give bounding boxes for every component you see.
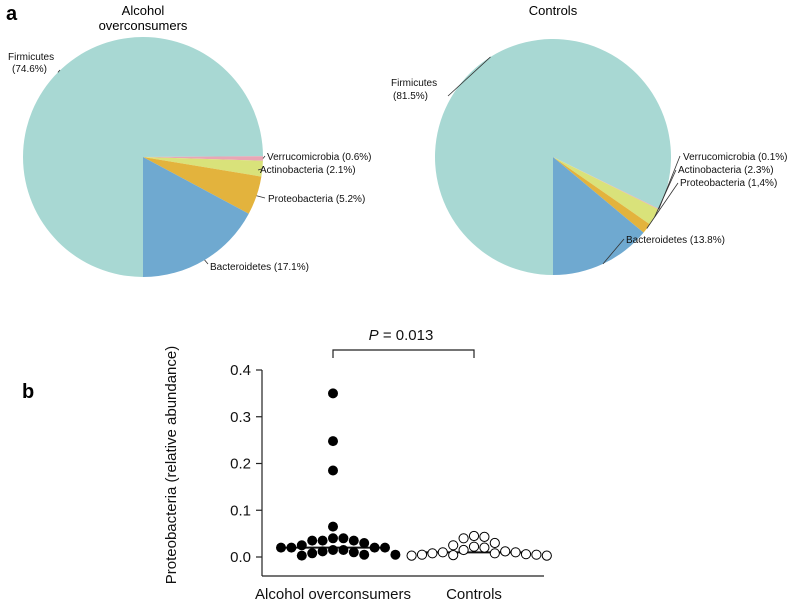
data-point-controls [458, 544, 469, 556]
data-point-alcohol-overconsumers [328, 465, 338, 476]
data-point-alcohol-overconsumers [359, 549, 370, 560]
data-point-controls [541, 550, 552, 561]
data-point-controls [489, 537, 500, 549]
data-point-alcohol-overconsumers [317, 546, 328, 557]
data-point-alcohol-overconsumers [369, 542, 380, 553]
data-point-controls [416, 549, 428, 560]
leader-line-firmicutes [57, 69, 61, 73]
y-tick-label: 0.2 [230, 456, 251, 473]
data-point-controls [458, 533, 469, 544]
pie-slice-proteobacteria [553, 157, 650, 233]
data-point-alcohol-overconsumers [348, 547, 359, 558]
data-point-alcohol-overconsumers [276, 542, 286, 553]
slice-label-actinobacteria: Actinobacteria (2.1%) [260, 165, 356, 176]
slice-label-firmicutes: Firmicutes [8, 52, 54, 63]
x-tick-label-controls: Controls [446, 586, 502, 603]
leader-line-proteobacteria [646, 182, 679, 229]
y-tick-label: 0.1 [230, 502, 251, 519]
data-point-controls [406, 550, 417, 561]
data-point-alcohol-overconsumers [317, 535, 328, 546]
data-point-alcohol-overconsumers [328, 388, 338, 399]
pie-slice-proteobacteria [143, 157, 262, 214]
pie-slice-actinobacteria [143, 157, 263, 177]
data-point-alcohol-overconsumers [380, 542, 390, 553]
data-point-controls [448, 540, 459, 551]
data-point-alcohol-overconsumers [328, 533, 338, 544]
panel-letter-a: a [6, 3, 18, 25]
leader-line-bacteroidetes [602, 238, 625, 265]
data-point-alcohol-overconsumers [286, 542, 297, 553]
pie-slice-bacteroidetes [143, 157, 249, 277]
slice-label-firmicutes-pct: (74.6%) [12, 64, 47, 75]
data-point-alcohol-overconsumers [307, 548, 318, 559]
y-tick-label: 0.3 [230, 409, 251, 426]
data-point-controls [468, 541, 480, 552]
y-axis-title: Proteobacteria (relative abundance) [163, 346, 180, 584]
x-tick-label-alcohol: Alcohol overconsumers [255, 586, 411, 603]
data-point-alcohol-overconsumers [390, 549, 401, 560]
data-point-controls [489, 548, 500, 559]
data-point-controls [520, 549, 532, 560]
slice-label-verrucomicrobia: Verrucomicrobia (0.6%) [267, 152, 371, 163]
y-axis: 0.0 0.1 0.2 0.3 0.4 [230, 362, 263, 576]
significance-bracket-line [332, 349, 475, 358]
data-point-controls [468, 530, 480, 542]
pie-chart-alcohol-overconsumers: Alcohol overconsumers Firmicutes (74.6%)… [8, 3, 371, 277]
leader-line-bacteroidetes [204, 259, 209, 265]
pie-chart-controls: Controls Firmicutes (81.5%) Verrucomicro… [391, 3, 787, 275]
slice-label-proteobacteria: Proteobacteria (5.2%) [268, 194, 365, 205]
data-point-alcohol-overconsumers [307, 535, 318, 546]
data-point-controls [479, 542, 490, 553]
data-point-alcohol-overconsumers [328, 545, 338, 555]
pie-slice-actinobacteria [553, 157, 659, 225]
leader-line-actinobacteria [257, 168, 263, 171]
p-value-text: = 0.013 [379, 327, 434, 344]
leader-line-firmicutes [447, 56, 491, 97]
data-point-controls [531, 549, 542, 560]
data-point-controls [427, 548, 438, 559]
slice-label-firmicutes-pct: (81.5%) [393, 91, 428, 102]
dot-plot-proteobacteria: Proteobacteria (relative abundance) 0.00… [163, 327, 552, 603]
pie-slice-firmicutes [435, 39, 672, 275]
slice-label-verrucomicrobia: Verrucomicrobia (0.1%) [683, 152, 787, 163]
y-tick-label: 0.0 [230, 549, 251, 566]
data-point-controls [510, 547, 521, 558]
data-point-alcohol-overconsumers [348, 535, 359, 546]
slice-label-bacteroidetes: Bacteroidetes (13.8%) [626, 235, 725, 246]
data-point-alcohol-overconsumers [338, 533, 349, 544]
y-tick-label: 0.4 [230, 362, 251, 379]
slice-label-actinobacteria: Actinobacteria (2.3%) [678, 165, 774, 176]
slice-label-firmicutes: Firmicutes [391, 78, 437, 89]
data-point-controls [437, 547, 448, 558]
data-point-controls [448, 550, 459, 561]
leader-line-proteobacteria [256, 195, 266, 199]
data-point-alcohol-overconsumers [296, 540, 307, 551]
pie-title-line-1: Alcohol [122, 3, 165, 18]
significance-bracket [332, 349, 475, 358]
pie-slice-verrucomicrobia [553, 157, 659, 210]
pie-slice-firmicutes [23, 36, 263, 277]
slice-label-bacteroidetes: Bacteroidetes (17.1%) [210, 262, 309, 273]
pie-title-controls: Controls [529, 3, 578, 18]
pie-slice-verrucomicrobia [143, 156, 264, 161]
p-value-symbol: P [369, 327, 379, 344]
pie-slice-bacteroidetes [553, 157, 644, 275]
data-point-controls [479, 531, 490, 543]
data-point-alcohol-overconsumers [359, 538, 370, 548]
slice-label-proteobacteria: Proteobacteria (1,4%) [680, 178, 777, 189]
data-point-alcohol-overconsumers [328, 521, 338, 532]
data-point-controls [500, 546, 511, 557]
pie-title-line-2: overconsumers [99, 18, 188, 33]
leader-line-verrucomicrobia [262, 155, 266, 159]
data-point-alcohol-overconsumers [328, 436, 338, 447]
panel-letter-b: b [22, 381, 34, 403]
leader-line-actinobacteria [654, 169, 677, 218]
p-value-label: P = 0.013 [369, 327, 434, 344]
data-point-alcohol-overconsumers [338, 545, 349, 555]
data-point-alcohol-overconsumers [296, 550, 307, 561]
